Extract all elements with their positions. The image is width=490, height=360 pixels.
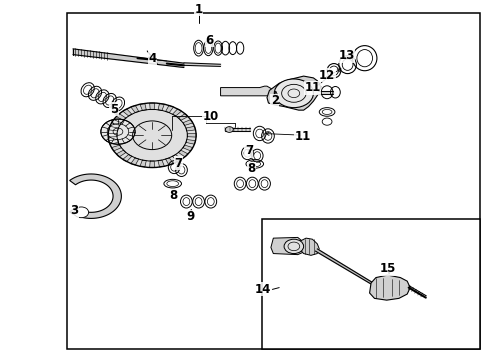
Text: 15: 15 bbox=[380, 262, 396, 275]
Polygon shape bbox=[150, 103, 155, 109]
Text: 11: 11 bbox=[294, 130, 311, 143]
Text: 7: 7 bbox=[174, 157, 182, 170]
Circle shape bbox=[101, 119, 135, 144]
Text: 9: 9 bbox=[186, 211, 195, 224]
Bar bbox=[67, 13, 480, 348]
Polygon shape bbox=[166, 105, 173, 113]
Polygon shape bbox=[220, 86, 274, 96]
Polygon shape bbox=[123, 154, 132, 162]
Polygon shape bbox=[178, 114, 188, 120]
Polygon shape bbox=[140, 103, 147, 111]
Polygon shape bbox=[186, 140, 196, 144]
Text: 11: 11 bbox=[304, 81, 320, 94]
Polygon shape bbox=[172, 109, 181, 116]
Polygon shape bbox=[316, 249, 372, 284]
Polygon shape bbox=[225, 128, 250, 131]
Text: 4: 4 bbox=[148, 52, 156, 65]
Polygon shape bbox=[299, 238, 319, 255]
Polygon shape bbox=[166, 158, 173, 165]
Text: 10: 10 bbox=[203, 110, 219, 123]
Polygon shape bbox=[318, 91, 333, 94]
Polygon shape bbox=[186, 126, 196, 131]
Polygon shape bbox=[183, 120, 193, 125]
Circle shape bbox=[225, 127, 233, 132]
Text: 7: 7 bbox=[245, 144, 253, 157]
Text: 14: 14 bbox=[254, 283, 271, 296]
Polygon shape bbox=[123, 109, 132, 116]
Circle shape bbox=[274, 79, 314, 108]
Polygon shape bbox=[70, 174, 122, 219]
Polygon shape bbox=[140, 160, 147, 167]
Polygon shape bbox=[108, 134, 117, 137]
Polygon shape bbox=[131, 158, 139, 165]
Polygon shape bbox=[112, 120, 122, 125]
Text: 8: 8 bbox=[169, 189, 177, 202]
Text: 13: 13 bbox=[339, 49, 355, 62]
Polygon shape bbox=[158, 160, 164, 167]
Text: 2: 2 bbox=[271, 94, 279, 107]
Polygon shape bbox=[183, 145, 193, 151]
Circle shape bbox=[108, 103, 196, 167]
Polygon shape bbox=[178, 150, 188, 157]
Polygon shape bbox=[267, 76, 321, 110]
Text: 1: 1 bbox=[195, 3, 203, 15]
Polygon shape bbox=[116, 114, 126, 120]
Polygon shape bbox=[187, 134, 196, 137]
Polygon shape bbox=[369, 275, 410, 300]
Circle shape bbox=[284, 239, 304, 253]
Polygon shape bbox=[116, 150, 126, 157]
Text: 12: 12 bbox=[319, 69, 335, 82]
Circle shape bbox=[74, 207, 89, 218]
Polygon shape bbox=[150, 161, 155, 167]
Text: 6: 6 bbox=[206, 34, 214, 47]
Text: 3: 3 bbox=[70, 204, 78, 217]
Polygon shape bbox=[184, 63, 220, 67]
Polygon shape bbox=[112, 145, 122, 151]
Polygon shape bbox=[109, 126, 119, 131]
Polygon shape bbox=[158, 103, 164, 111]
Polygon shape bbox=[271, 238, 304, 255]
Bar bbox=[262, 220, 480, 348]
Polygon shape bbox=[73, 49, 184, 67]
Polygon shape bbox=[109, 140, 119, 144]
Polygon shape bbox=[172, 154, 181, 162]
Text: 5: 5 bbox=[110, 103, 118, 116]
Polygon shape bbox=[131, 105, 139, 113]
Text: 8: 8 bbox=[247, 162, 255, 175]
